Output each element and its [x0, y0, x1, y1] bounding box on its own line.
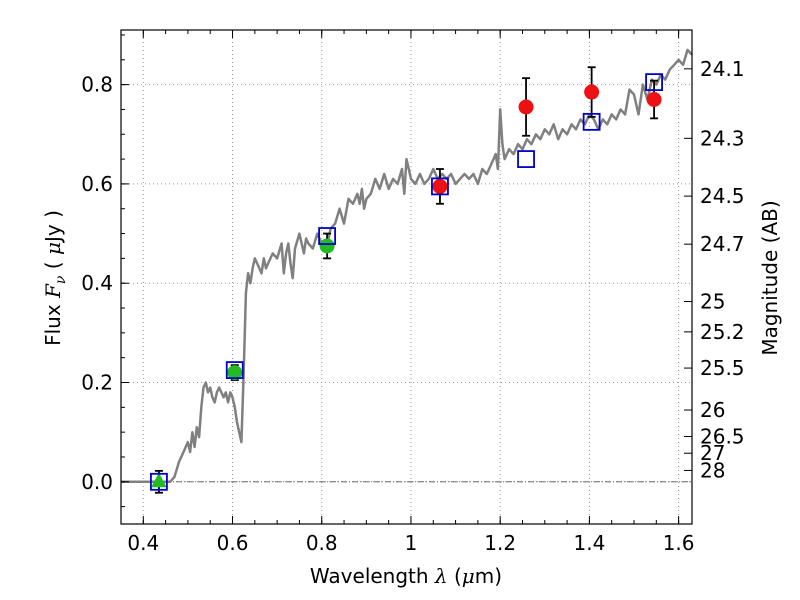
y-axis-label: Flux Fν ( μJy )	[41, 210, 69, 346]
x-tick-label: 1.2	[484, 531, 516, 555]
model-points-group	[150, 73, 663, 491]
model-box-marker	[517, 150, 535, 168]
observed-circle-marker	[432, 178, 448, 194]
right-tick-label: 26	[700, 398, 725, 422]
plot-frame	[120, 29, 693, 525]
x-tick-label: 0.6	[217, 531, 249, 555]
x-tick-labels: 0.4 0.6 0.8 1 1.2 1.4 1.6	[127, 531, 694, 555]
right-tick-label: 26.5	[700, 425, 745, 449]
y-tick-label: 0.2	[81, 371, 113, 395]
template-spectrum-group	[121, 48, 693, 484]
right-axis-label: Magnitude (AB)	[758, 200, 782, 355]
right-tick-label: 24.1	[700, 57, 745, 81]
model-box-marker	[150, 472, 168, 491]
observed-circle-marker	[227, 365, 243, 381]
y-tick-label: 0.6	[81, 172, 113, 196]
y-tick-labels: 0.0 0.2 0.4 0.6 0.8	[81, 73, 113, 494]
model-box-marker	[318, 227, 336, 245]
observed-circle-marker	[319, 238, 335, 254]
model-box-marker	[431, 177, 449, 196]
observed-points-group	[151, 84, 662, 488]
template-spectrum-line	[121, 48, 693, 484]
observed-circle-marker	[584, 84, 600, 100]
x-tick-label: 1.4	[573, 531, 605, 555]
right-tick-label: 24.7	[700, 232, 745, 256]
model-box-marker	[645, 73, 663, 92]
observed-circle-marker	[518, 99, 534, 115]
x-tick-label: 0.4	[127, 531, 159, 555]
right-tick-label: 28	[700, 458, 725, 482]
x-tick-label: 1.6	[663, 531, 695, 555]
x-tick-label: 0.8	[306, 531, 338, 555]
y-tick-label: 0.4	[81, 271, 113, 295]
axis-ticks	[120, 30, 692, 524]
right-tick-label: 24.3	[700, 126, 745, 150]
x-tick-label: 1	[405, 531, 418, 555]
right-tick-label: 25.5	[700, 356, 745, 380]
right-tick-label: 25	[700, 290, 725, 314]
y-tick-label: 0.0	[81, 470, 113, 494]
right-tick-label: 25.2	[700, 320, 745, 344]
y-tick-label: 0.8	[81, 73, 113, 97]
model-box-marker	[582, 112, 601, 131]
observed-circle-marker	[646, 92, 662, 108]
right-tick-label: 27	[700, 441, 725, 465]
right-tick-label: 24.5	[700, 184, 745, 208]
observed-triangle-marker	[151, 472, 167, 488]
model-box-marker	[225, 361, 244, 379]
x-axis-label: Wavelength λ (μm)	[310, 564, 502, 588]
